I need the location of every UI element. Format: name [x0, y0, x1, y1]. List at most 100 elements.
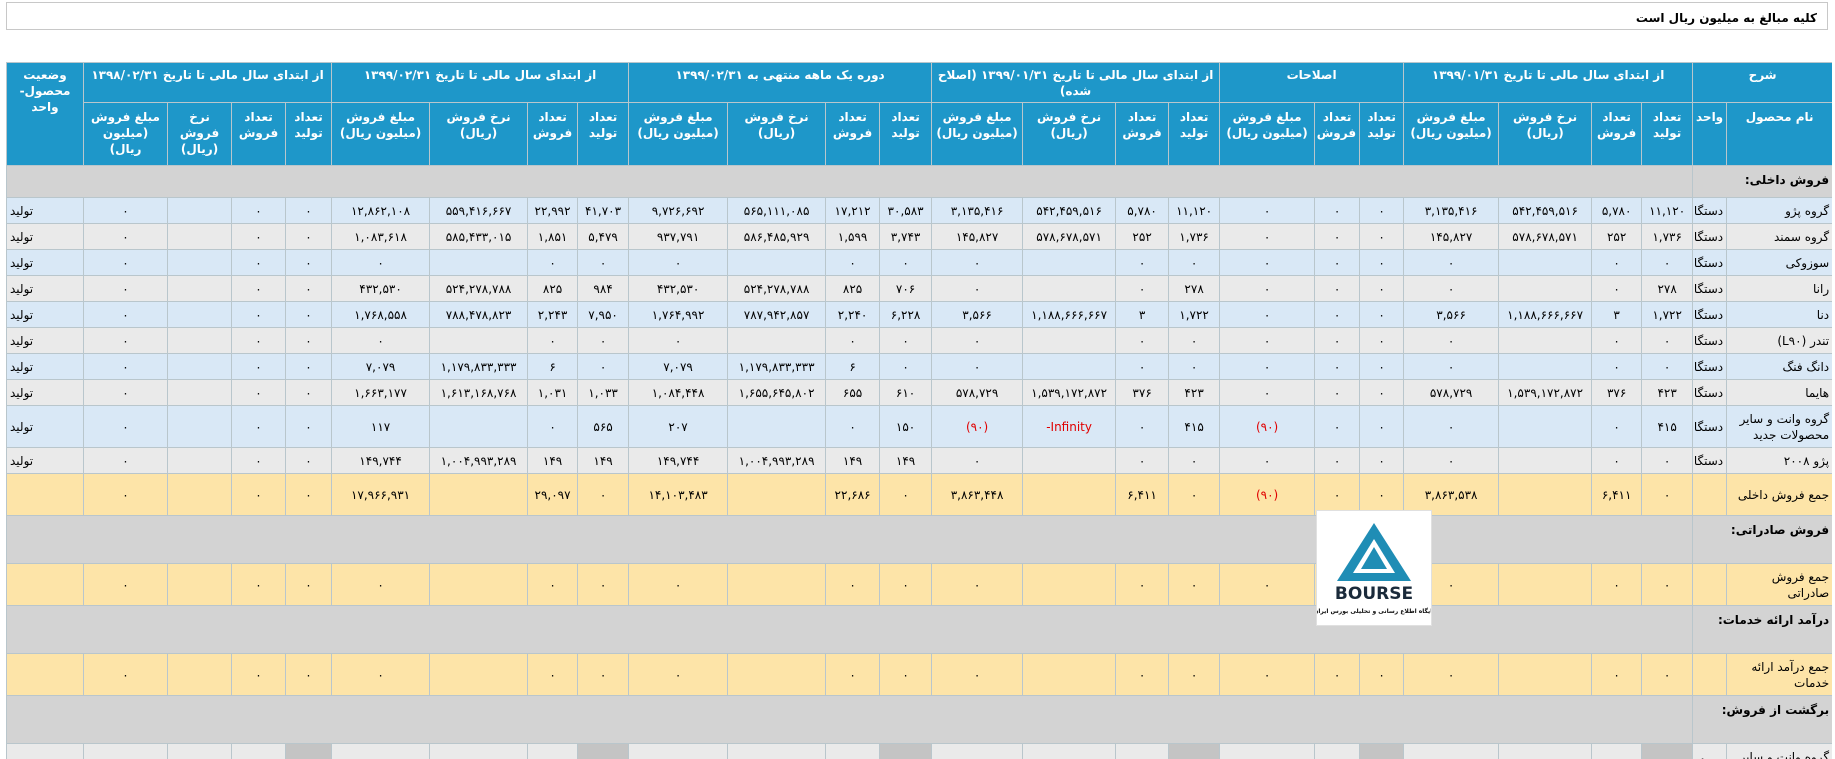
- cell-production: ۴۱۵: [1641, 405, 1694, 448]
- cell-sales-amount: ۰: [1403, 447, 1500, 474]
- cell-sales-rate: [1022, 447, 1117, 474]
- cell-sales-count: ۰: [825, 563, 881, 606]
- cell-product-name: تندر (L۹۰): [1726, 327, 1832, 354]
- logo-text: BOURSE: [1335, 584, 1413, 604]
- cell-status: [6, 473, 84, 516]
- cell-sales-count: ۰: [1115, 327, 1170, 354]
- cell-product-name: جمع فروش داخلی: [1726, 473, 1832, 516]
- cell-production: ۰: [285, 249, 333, 276]
- cell-adj-sales-count: ۰: [1314, 275, 1361, 302]
- cell-production: ۰: [1641, 249, 1694, 276]
- sub-sales-amount: مبلغ فروش (میلیون ریال): [628, 102, 729, 166]
- cell-sales-rate: (۸۵,۰۰۰,۰۰۰): [1022, 743, 1117, 759]
- cell-status: تولید: [6, 405, 84, 448]
- cell-sales-rate: [1498, 473, 1593, 516]
- sub-production: تعداد تولید: [577, 102, 630, 166]
- cell-sales-rate: ۱,۵۳۹,۱۷۲,۸۷۲: [1498, 379, 1593, 406]
- cell-production: ۰: [1641, 653, 1694, 696]
- cell-sales-rate: ۱,۰۰۴,۹۹۳,۲۸۹: [429, 447, 529, 474]
- cell-sales-count: ۱,۰۳۱: [527, 379, 579, 406]
- cell-sales-count: ۱۷,۲۱۲: [825, 197, 881, 224]
- cell-sales-count: ۳۷۶: [1115, 379, 1170, 406]
- cell-sales-count: ۰: [231, 405, 287, 448]
- cell-sales-count: ۰: [1591, 563, 1643, 606]
- cell-status: تولید: [6, 447, 84, 474]
- sub-sales-amount: مبلغ فروش (میلیون ریال): [82, 102, 169, 166]
- sub-sales-count: تعداد فروش: [231, 102, 287, 166]
- cell-status: [6, 563, 84, 606]
- cell-unit: دستگاه: [1692, 743, 1728, 759]
- sales-report: شرح از ابتدای سال مالی تا تاریخ ۱۳۹۹/۰۱/…: [6, 62, 1832, 759]
- cell-sales-rate: [429, 473, 529, 516]
- cell-sales-count: ۱,۸۵۱: [527, 223, 579, 250]
- cell-product-name: گروه پژو: [1726, 197, 1832, 224]
- cell-production: ۰: [1168, 563, 1221, 606]
- cell-sales-count: ۵,۷۸۰: [1115, 197, 1170, 224]
- cell-sales-count: ۸۲۵: [825, 275, 881, 302]
- cell-sales-rate: [429, 653, 529, 696]
- sub-sales-rate: نرخ فروش (ریال): [727, 102, 827, 166]
- cell-sales-amount: ۰: [82, 563, 169, 606]
- cell-sales-rate: [167, 379, 233, 406]
- cell-production: ۰: [1641, 353, 1694, 380]
- sub-sales-count: تعداد فروش: [1591, 102, 1643, 166]
- cell-sales-count: ۲۹,۰۹۷: [527, 473, 579, 516]
- cell-sales-count: ۳۷۶: [1591, 379, 1643, 406]
- cell-product-name: گروه وانت و سایر محصولات جدید: [1726, 405, 1832, 448]
- cell-sales-amount: ۰: [82, 223, 169, 250]
- cell-sales-count: ۰: [1591, 405, 1643, 448]
- cell-sales-amount: (۸۵): [931, 743, 1024, 759]
- cell-adj-sales-count: ۰: [1314, 249, 1361, 276]
- cell-sales-count: ۰: [1591, 249, 1643, 276]
- cell-sales-amount: ۰: [1403, 327, 1500, 354]
- cell-sales-count: ۰: [1591, 275, 1643, 302]
- cell-sales-count: ۰: [527, 249, 579, 276]
- cell-production: ۰: [879, 563, 933, 606]
- cell-sales-rate: [1498, 405, 1593, 448]
- cell-sales-rate: [429, 249, 529, 276]
- logo-subtext: پایگاه اطلاع رسانی و تحلیلی بورس ایران: [1317, 607, 1431, 615]
- sub-sales-rate: نرخ فروش (ریال): [1498, 102, 1593, 166]
- cell-sales-amount: ۱۴۹,۷۴۴: [628, 447, 729, 474]
- cell-production: ۳,۷۴۳: [879, 223, 933, 250]
- header-desc: شرح: [1692, 62, 1832, 103]
- cell-sales-amount: ۰: [82, 447, 169, 474]
- sub-sales-rate: نرخ فروش (ریال): [167, 102, 233, 166]
- cell-sales-amount: ۳,۱۳۵,۴۱۶: [1403, 197, 1500, 224]
- cell-status: تولید: [6, 301, 84, 328]
- cell-adj-sales-count: ۰: [1314, 223, 1361, 250]
- cell-sales-rate: [1498, 249, 1593, 276]
- cell-sales-count: ۸۲۵: [527, 275, 579, 302]
- cell-sales-amount: ۰: [1403, 353, 1500, 380]
- cell-adj-sales-amount: ۰: [1219, 223, 1316, 250]
- cell-sales-amount: ۲۰۷: [628, 405, 729, 448]
- cell-production: ۰: [879, 327, 933, 354]
- cell-production: ۷,۹۵۰: [577, 301, 630, 328]
- cell-production: ۱,۷۲۲: [1168, 301, 1221, 328]
- cell-sales-rate: [167, 447, 233, 474]
- cell-production: [879, 743, 933, 759]
- cell-sales-amount: ۰: [931, 275, 1024, 302]
- cell-production: ۰: [577, 473, 630, 516]
- cell-sales-amount: ۰: [331, 249, 431, 276]
- cell-sales-count: ۲۲,۹۹۲: [527, 197, 579, 224]
- cell-sales-rate: [429, 327, 529, 354]
- cell-sales-amount: ۱,۶۶۳,۱۷۷: [331, 379, 431, 406]
- cell-unit: دستگاه: [1692, 447, 1728, 474]
- cell-sales-amount: ۰: [82, 473, 169, 516]
- cell-sales-rate: ۵۸۵,۴۳۳,۰۱۵: [429, 223, 529, 250]
- cell-sales-rate: ۰: [727, 743, 827, 759]
- cell-adj-sales-amount: ۰: [1219, 197, 1316, 224]
- cell-sales-amount: ۷,۰۷۹: [331, 353, 431, 380]
- cell-sales-count: ۰: [231, 197, 287, 224]
- cell-production: ۱,۷۲۲: [1641, 301, 1694, 328]
- cell-sales-amount: ۰: [931, 249, 1024, 276]
- table-row: تندر (L۹۰)دستگاه۰۰۰۰۰۰۰۰۰۰۰۰۰۰۰۰۰۰تولید: [6, 327, 1832, 354]
- cell-adj-sales-amount: (۹۰): [1219, 405, 1316, 448]
- section-row: برگشت از فروش:: [6, 695, 1832, 744]
- cell-production: ۱۵۰: [879, 405, 933, 448]
- section-title: درآمد ارائه خدمات:: [1692, 605, 1832, 654]
- cell-adj-sales-count: ۰: [1314, 653, 1361, 696]
- cell-production: ۰: [285, 473, 333, 516]
- cell-sales-amount: ۰: [331, 327, 431, 354]
